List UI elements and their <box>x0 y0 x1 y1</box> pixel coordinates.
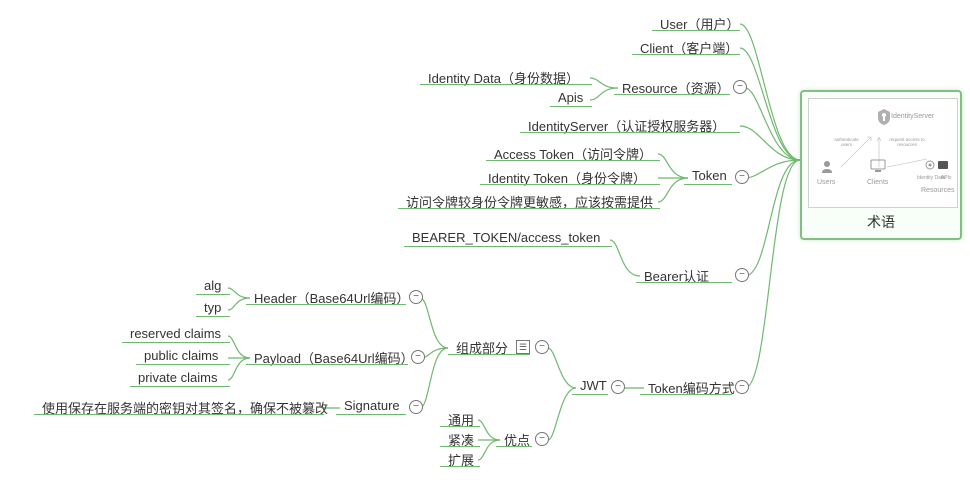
node-jwt[interactable]: JWT <box>580 378 607 393</box>
collapse-icon[interactable]: − <box>735 380 749 394</box>
collapse-icon[interactable]: − <box>409 400 423 414</box>
img-users: Users <box>817 179 835 186</box>
img-users-icon <box>819 159 835 177</box>
node-reserved[interactable]: reserved claims <box>130 326 221 341</box>
collapse-icon[interactable]: − <box>735 268 749 282</box>
root-image: IdentityServer authenticate users reques… <box>808 98 958 208</box>
img-clients: Clients <box>867 179 888 186</box>
img-resources: Resources <box>921 187 954 194</box>
root-node[interactable]: IdentityServer authenticate users reques… <box>800 90 962 240</box>
img-resources-icon <box>924 157 950 175</box>
collapse-icon[interactable]: − <box>611 380 625 394</box>
node-typ[interactable]: typ <box>204 300 221 315</box>
collapse-icon[interactable]: − <box>735 170 749 184</box>
node-bearer-token[interactable]: BEARER_TOKEN/access_token <box>412 230 600 245</box>
node-token[interactable]: Token <box>692 168 727 183</box>
img-clients-icon <box>869 159 887 175</box>
node-public[interactable]: public claims <box>144 348 218 363</box>
collapse-icon[interactable]: − <box>535 432 549 446</box>
node-signature[interactable]: Signature <box>344 398 400 413</box>
node-alg[interactable]: alg <box>204 278 221 293</box>
collapse-icon[interactable]: − <box>409 290 423 304</box>
root-label: 术语 <box>808 212 954 232</box>
node-apis[interactable]: Apis <box>558 90 583 105</box>
collapse-icon[interactable]: − <box>733 80 747 94</box>
img-apis: APIs <box>941 175 952 181</box>
collapse-icon[interactable]: − <box>535 340 549 354</box>
node-private[interactable]: private claims <box>138 370 217 385</box>
note-icon[interactable]: ☰ <box>516 340 530 354</box>
collapse-icon[interactable]: − <box>411 350 425 364</box>
